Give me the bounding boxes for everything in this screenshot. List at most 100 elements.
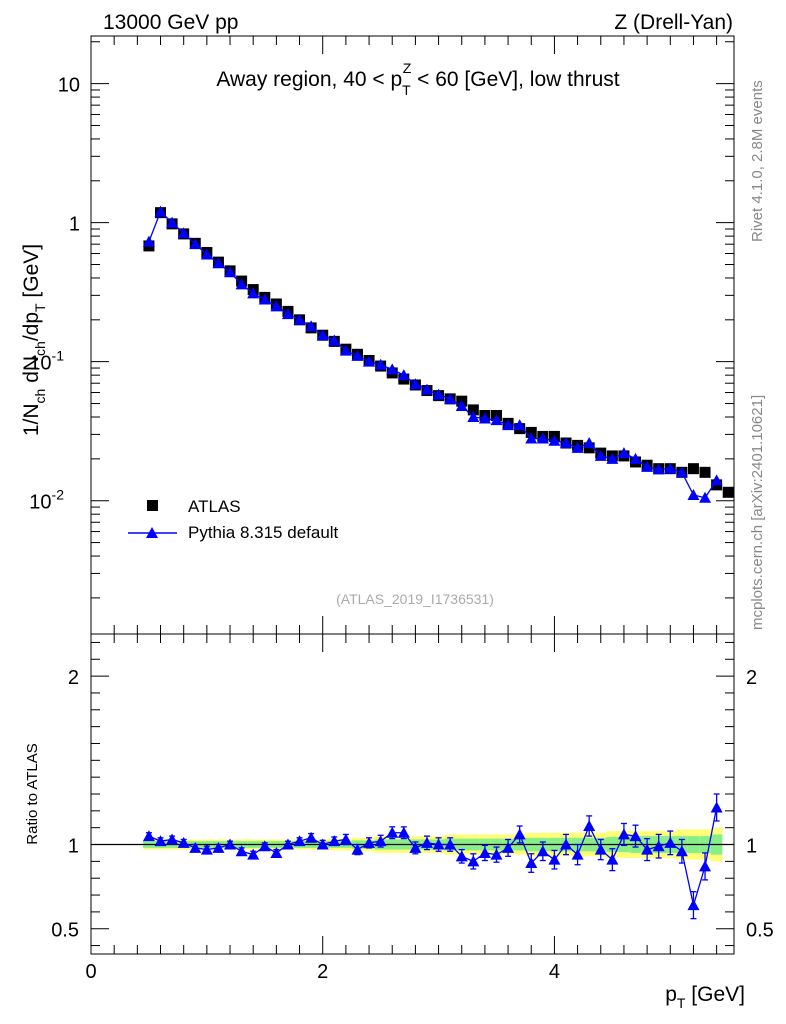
mcplots-source-label: mcplots.cern.ch [arXiv:2401.10621] <box>749 395 766 630</box>
ratio-point-pythia <box>397 826 410 838</box>
data-point-pythia <box>339 344 352 356</box>
data-point-atlas <box>525 426 537 438</box>
ratio-point-pythia <box>490 848 503 860</box>
ratio-point-pythia <box>177 836 190 848</box>
data-point-pythia <box>281 308 294 320</box>
ratio-point-pythia <box>363 836 376 848</box>
ratio-point-pythia <box>548 853 561 865</box>
ratio-point-pythia <box>652 840 665 852</box>
data-point-pythia <box>420 383 433 395</box>
data-point-pythia <box>444 392 457 404</box>
ratio-tick-label-right: 2 <box>746 667 757 689</box>
ratio-point-pythia <box>270 846 283 858</box>
data-point-pythia <box>409 378 422 390</box>
ratio-axis-label: Ratio to ATLAS <box>24 743 41 844</box>
data-point-pythia <box>699 491 712 503</box>
ratio-plot-frame <box>90 633 735 955</box>
ratio-point-pythia <box>467 855 480 867</box>
data-point-pythia <box>177 227 190 239</box>
ratio-point-pythia <box>606 853 619 865</box>
ratio-point-pythia <box>258 840 271 852</box>
ratio-point-pythia <box>328 835 341 847</box>
data-point-pythia <box>606 452 619 464</box>
y-axis-label: 1/Nch dNch/dpT [GeV] <box>20 244 48 436</box>
data-point-pythia <box>467 411 480 423</box>
data-point-pythia <box>502 419 515 431</box>
ratio-point-pythia <box>560 838 573 850</box>
ratio-point-pythia <box>247 848 260 860</box>
data-point-pythia <box>617 447 630 459</box>
legend-marker-pythia <box>146 527 158 538</box>
data-point-atlas <box>687 463 699 475</box>
data-point-pythia <box>293 313 306 325</box>
data-point-pythia <box>212 257 225 269</box>
ratio-point-pythia <box>189 841 202 853</box>
ratio-plot-layer <box>91 793 734 920</box>
ratio-point-pythia <box>687 899 700 911</box>
data-point-pythia <box>270 300 283 312</box>
data-point-atlas <box>699 466 711 478</box>
ratio-point-pythia <box>594 843 607 855</box>
ratio-point-pythia <box>664 836 677 848</box>
data-point-pythia <box>316 329 329 341</box>
ratio-point-pythia <box>710 801 723 813</box>
data-point-pythia <box>235 278 248 290</box>
data-point-pythia <box>560 437 573 449</box>
data-point-pythia <box>687 488 700 500</box>
ratio-point-pythia <box>305 831 318 843</box>
pythia-line <box>148 210 718 499</box>
ratio-point-pythia <box>154 835 167 847</box>
data-point-pythia <box>641 460 654 472</box>
ratio-point-pythia <box>409 841 422 853</box>
ratio-tick-label-right: 0.5 <box>746 920 774 942</box>
data-point-pythia <box>664 462 677 474</box>
data-point-atlas <box>467 404 479 416</box>
data-point-pythia <box>629 452 642 464</box>
data-point-pythia <box>363 355 376 367</box>
data-point-pythia <box>594 449 607 461</box>
data-point-pythia <box>548 434 561 446</box>
data-point-pythia <box>571 441 584 453</box>
legend-marker-atlas <box>147 500 158 511</box>
ratio-point-pythia <box>235 845 248 857</box>
ratio-point-pythia <box>374 835 387 847</box>
data-point-pythia <box>386 363 399 375</box>
data-point-atlas <box>722 486 734 498</box>
ratio-point-pythia <box>675 845 688 857</box>
data-point-pythia <box>247 287 260 299</box>
ratio-point-pythia <box>420 836 433 848</box>
data-point-pythia <box>710 474 723 486</box>
data-point-pythia <box>142 235 155 247</box>
data-point-pythia <box>455 400 468 412</box>
ratio-point-pythia <box>200 843 213 855</box>
ratio-point-pythia <box>502 841 515 853</box>
ratio-point-pythia <box>629 830 642 842</box>
x-axis-label: pT [GeV] <box>665 983 745 1011</box>
ratio-point-pythia <box>525 857 538 869</box>
ratio-point-pythia <box>641 843 654 855</box>
legend: ATLAS Pythia 8.315 default <box>128 497 339 542</box>
ratio-tick-label-right: 1 <box>746 836 757 858</box>
legend-label-pythia: Pythia 8.315 default <box>188 523 339 542</box>
process-energy-label: 13000 GeV pp <box>103 11 238 34</box>
data-point-pythia <box>258 293 271 305</box>
analysis-watermark: (ATLAS_2019_I1736531) <box>336 591 494 607</box>
ratio-point-pythia <box>571 848 584 860</box>
y-tick-label: 10 <box>58 75 80 97</box>
ratio-point-pythia <box>351 843 364 855</box>
data-point-pythia <box>478 412 491 424</box>
data-point-pythia <box>200 248 213 260</box>
ratio-point-pythia <box>478 846 491 858</box>
data-point-pythia <box>432 388 445 400</box>
ratio-point-pythia <box>699 860 712 872</box>
chart-title: Away region, 40 < pTZ < 60 [GeV], low th… <box>216 60 619 98</box>
data-point-pythia <box>583 437 596 449</box>
data-point-pythia <box>490 414 503 426</box>
ratio-point-pythia <box>281 838 294 850</box>
data-point-pythia <box>536 432 549 444</box>
ratio-point-pythia <box>293 835 306 847</box>
data-point-pythia <box>675 466 688 478</box>
y-tick-label: 10-1 <box>29 348 64 375</box>
y-tick-label: 10-2 <box>29 487 64 514</box>
process-name-label: Z (Drell-Yan) <box>614 11 733 34</box>
